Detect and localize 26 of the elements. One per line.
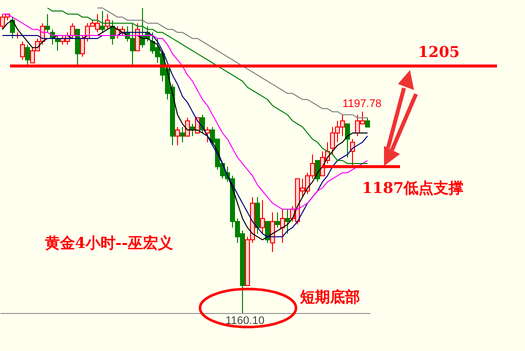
candlestick [285,208,290,234]
candlestick [345,123,350,158]
candlestick [80,34,85,58]
candlestick [175,126,180,146]
candlestick [180,126,185,143]
candlestick [185,117,190,137]
candlestick [280,208,285,244]
annotation: 1197.78 [342,98,382,110]
candlestick [105,14,110,30]
candlestick [275,212,280,228]
candlestick [10,16,15,39]
annotation: 1187低点支撑 [362,179,464,197]
annotation: 短期底部 [299,288,360,306]
candlestick [265,221,270,244]
candlestick [20,41,25,60]
candlestick [365,117,370,128]
annotation: 黄金4小时--巫宏义 [44,234,174,252]
candlestick [70,22,75,39]
candlestick [45,14,50,33]
candlestick [100,10,105,33]
candlestick [25,44,30,66]
candlestick [260,200,265,234]
text: 1160.10 [226,315,264,327]
text: 1205 [418,43,460,61]
candlestick [205,126,210,143]
candlestick [270,212,275,252]
